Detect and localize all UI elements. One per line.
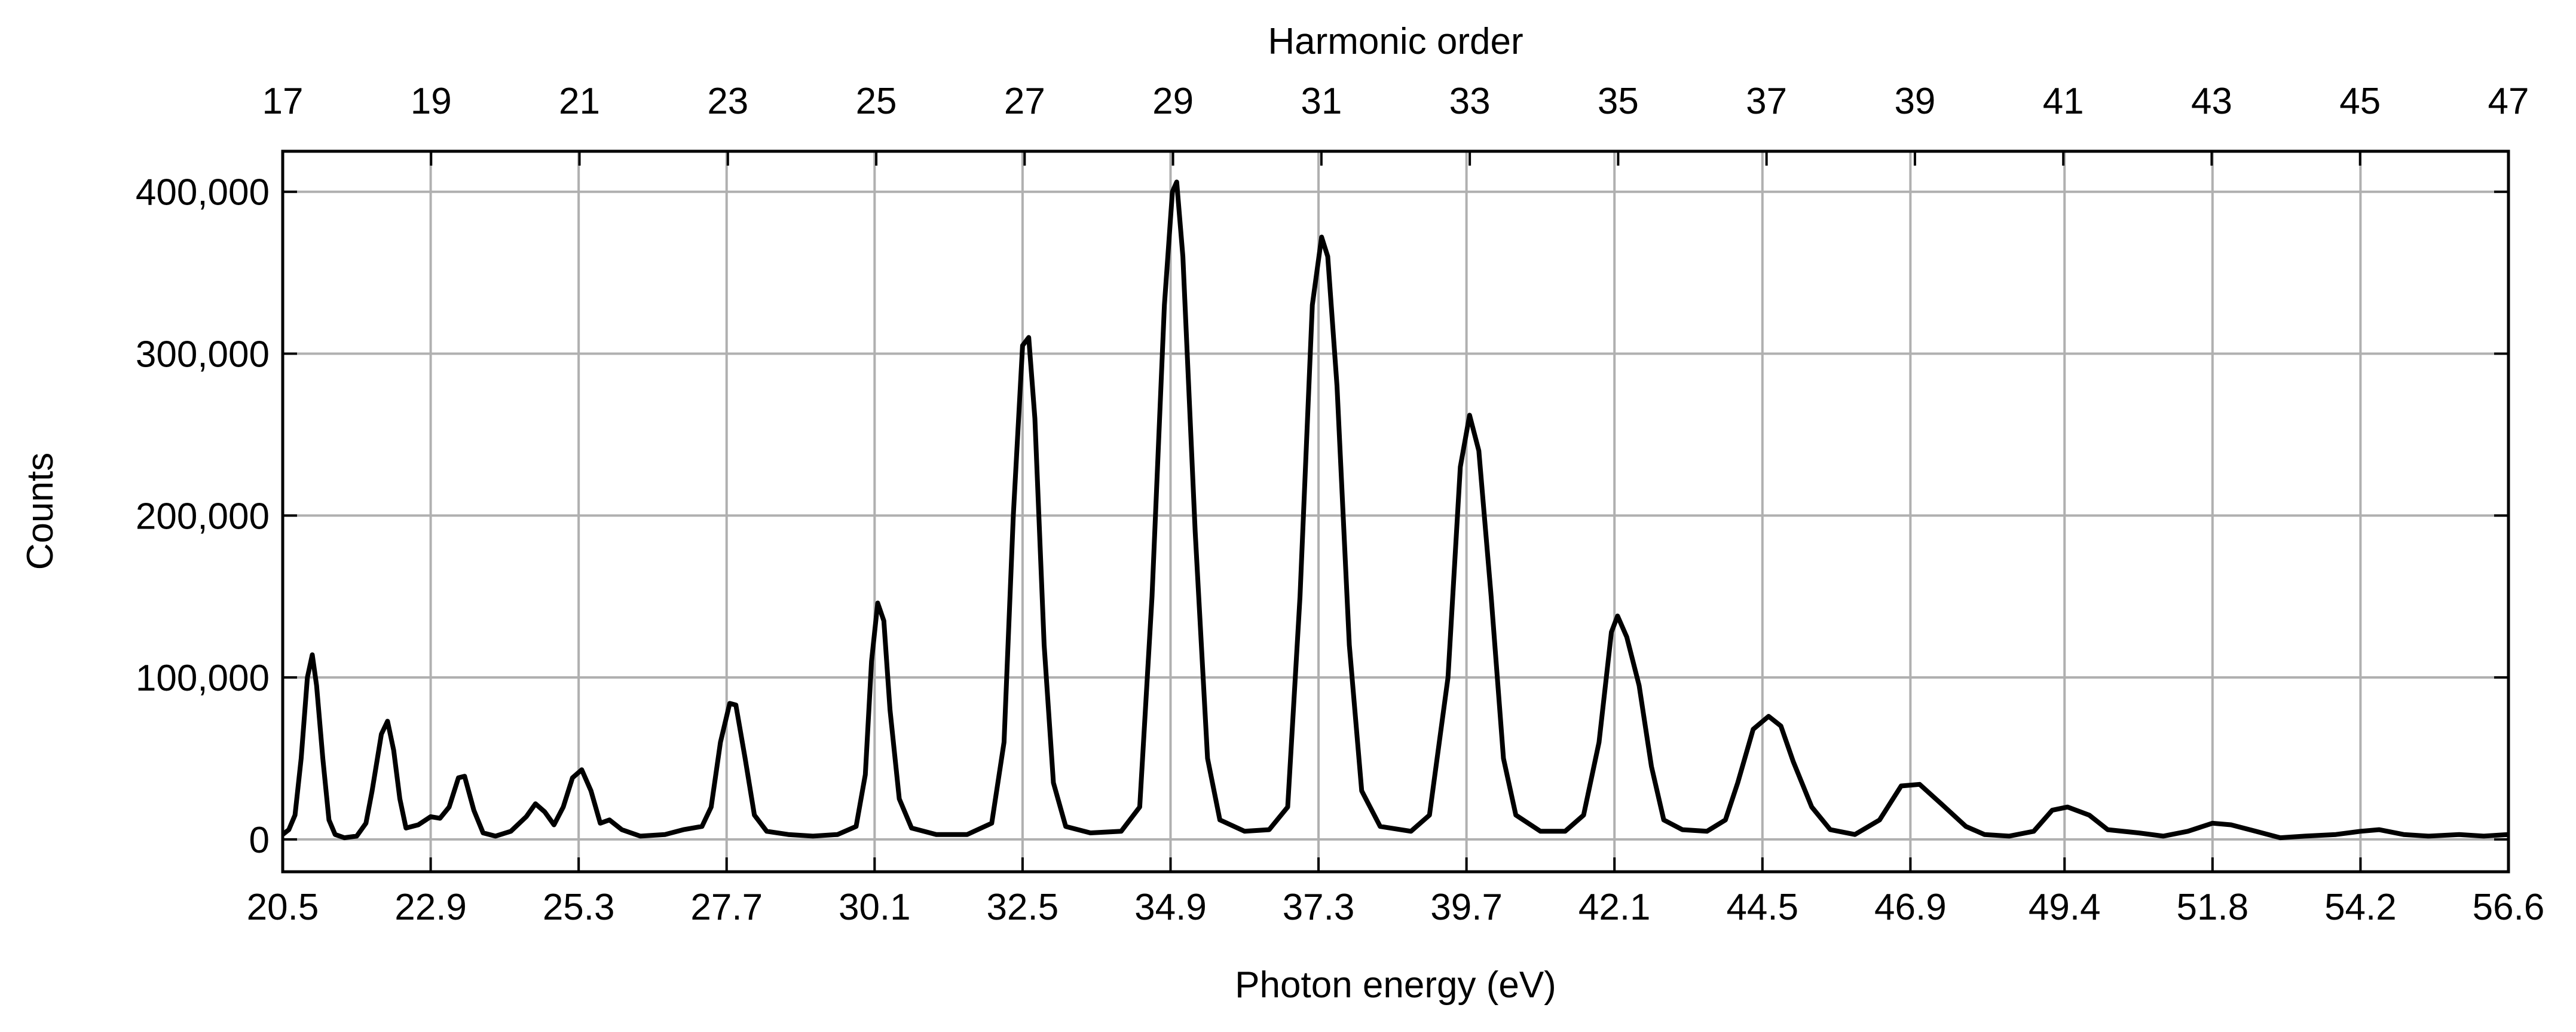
x-tick-label: 44.5 bbox=[1726, 887, 1798, 928]
y-tick-label: 0 bbox=[249, 820, 270, 861]
top-tick-label: 41 bbox=[2043, 81, 2084, 122]
top-tick-label: 29 bbox=[1152, 81, 1194, 122]
top-tick-label: 45 bbox=[2339, 81, 2381, 122]
spectrum-line bbox=[281, 179, 2509, 841]
top-tick-label: 25 bbox=[856, 81, 897, 122]
x-tick-label: 51.8 bbox=[2177, 887, 2249, 928]
x-tick-label: 39.7 bbox=[1430, 887, 1503, 928]
top-tick-label: 39 bbox=[1894, 81, 1935, 122]
y-tick-label: 400,000 bbox=[136, 172, 270, 213]
top-tick-label: 19 bbox=[411, 81, 452, 122]
x-tick-label: 54.2 bbox=[2324, 887, 2397, 928]
top-tick-label: 27 bbox=[1004, 81, 1045, 122]
top-tick-label: 23 bbox=[707, 81, 748, 122]
y-tick-label: 100,000 bbox=[136, 658, 270, 699]
top-tick-label: 21 bbox=[559, 81, 600, 122]
top-axis-label: Harmonic order bbox=[1268, 21, 1523, 62]
top-tick-label: 47 bbox=[2488, 81, 2529, 122]
x-tick-label: 22.9 bbox=[394, 887, 467, 928]
x-tick-label: 32.5 bbox=[987, 887, 1059, 928]
y-tick-label: 200,000 bbox=[136, 496, 270, 537]
top-tick-label: 43 bbox=[2191, 81, 2232, 122]
plot-frame bbox=[281, 149, 2510, 874]
x-tick-label: 34.9 bbox=[1134, 887, 1207, 928]
x-tick-label: 37.3 bbox=[1283, 887, 1355, 928]
x-axis-label: Photon energy (eV) bbox=[1235, 964, 1556, 1006]
top-tick-label: 31 bbox=[1301, 81, 1342, 122]
x-tick-label: 56.6 bbox=[2473, 887, 2545, 928]
top-tick-label: 37 bbox=[1746, 81, 1787, 122]
top-tick-label: 33 bbox=[1449, 81, 1491, 122]
y-axis-label: Counts bbox=[20, 453, 61, 570]
x-tick-label: 27.7 bbox=[690, 887, 763, 928]
top-tick-label: 17 bbox=[262, 81, 304, 122]
x-tick-label: 20.5 bbox=[247, 887, 319, 928]
top-tick-label: 35 bbox=[1598, 81, 1639, 122]
x-tick-label: 49.4 bbox=[2029, 887, 2101, 928]
x-tick-label: 46.9 bbox=[1874, 887, 1947, 928]
x-tick-label: 42.1 bbox=[1578, 887, 1651, 928]
x-tick-label: 30.1 bbox=[839, 887, 911, 928]
x-tick-label: 25.3 bbox=[543, 887, 615, 928]
y-tick-label: 300,000 bbox=[136, 334, 270, 375]
